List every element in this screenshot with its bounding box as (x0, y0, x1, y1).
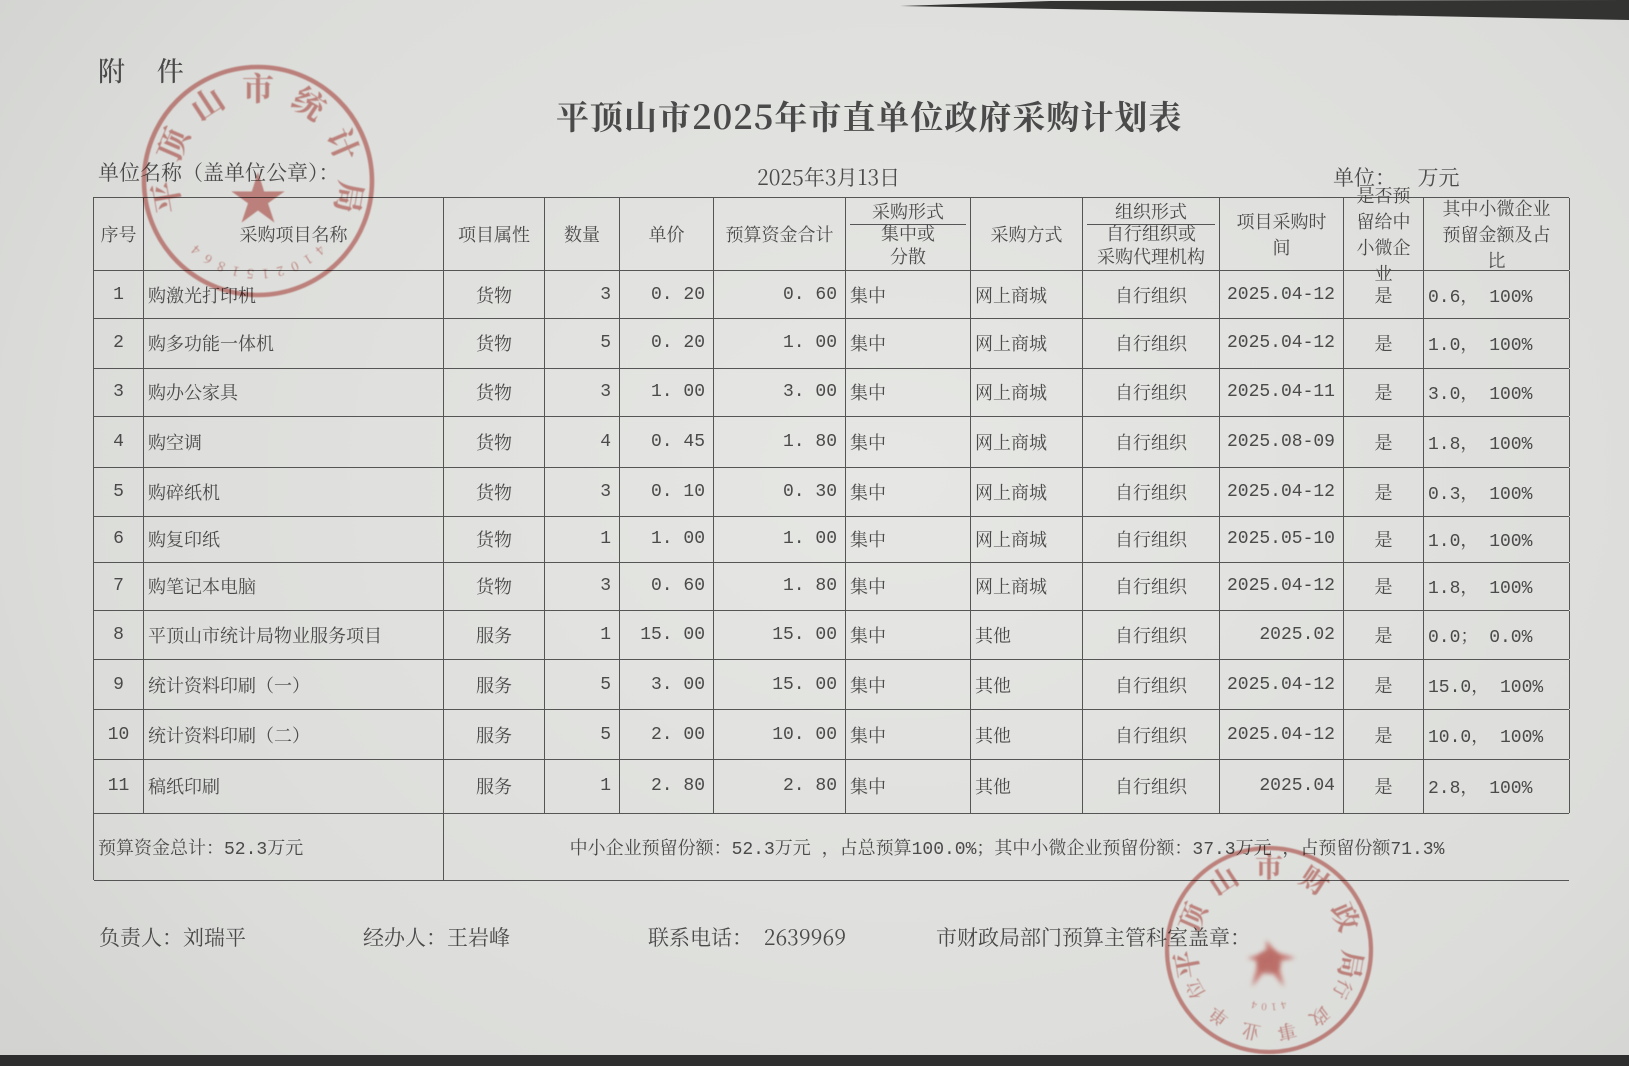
svg-text:平: 平 (140, 178, 191, 218)
svg-text:计: 计 (317, 120, 372, 168)
svg-text:6: 6 (199, 250, 215, 270)
svg-text:4: 4 (312, 241, 330, 260)
svg-text:市: 市 (1255, 846, 1283, 886)
svg-text:事: 事 (1275, 1017, 1299, 1047)
svg-text:政: 政 (1304, 1000, 1335, 1033)
svg-text:1: 1 (229, 262, 241, 282)
svg-text:业: 业 (1239, 1017, 1263, 1047)
svg-text:统: 统 (284, 74, 338, 131)
svg-text:山: 山 (1200, 855, 1245, 904)
svg-text:1: 1 (261, 265, 270, 285)
svg-text:市: 市 (242, 64, 274, 110)
svg-text:财: 财 (1292, 855, 1337, 904)
svg-text:政: 政 (1322, 896, 1370, 938)
svg-text:0: 0 (288, 257, 302, 277)
svg-text:8: 8 (214, 257, 228, 277)
svg-text:5: 5 (246, 265, 255, 285)
svg-text:1: 1 (301, 250, 317, 270)
svg-text:4: 4 (1249, 998, 1259, 1014)
svg-text:顶: 顶 (144, 118, 200, 167)
svg-text:0: 0 (1261, 1000, 1268, 1015)
svg-text:山: 山 (180, 74, 232, 130)
svg-text:1: 1 (1271, 1000, 1278, 1015)
svg-text:单: 单 (1202, 1000, 1233, 1033)
svg-text:2: 2 (275, 262, 287, 282)
svg-text:局: 局 (325, 178, 376, 218)
svg-text:4: 4 (186, 241, 204, 260)
svg-text:顶: 顶 (1168, 894, 1217, 937)
svg-text:4: 4 (1279, 998, 1289, 1014)
